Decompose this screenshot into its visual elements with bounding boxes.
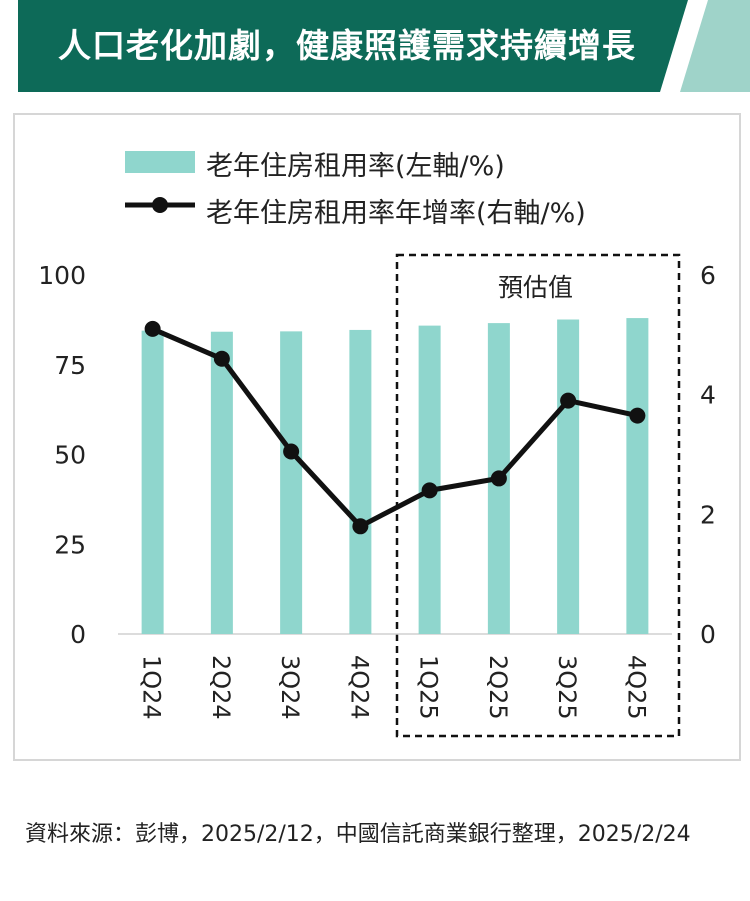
right-tick-label: 2 <box>700 500 716 529</box>
line-series <box>150 326 640 529</box>
legend-bar-swatch <box>125 151 195 173</box>
x-tick-label-3Q25: 3Q25 <box>553 655 581 720</box>
line-point-4Q24 <box>352 518 369 535</box>
source-note: 資料來源：彭博，2025/2/12，中國信託商業銀行整理，2025/2/24 <box>25 822 691 847</box>
chart-frame <box>13 113 741 761</box>
legend-bar-label: 老年住房租用率(左軸/%) <box>206 151 505 182</box>
right-tick-label: 0 <box>700 620 716 649</box>
left-tick-label: 25 <box>54 530 86 559</box>
x-tick-label-3Q24: 3Q24 <box>276 655 304 720</box>
legend-line-label: 老年住房租用率年增率(右軸/%) <box>206 198 586 229</box>
line-point-4Q25 <box>629 407 646 424</box>
line-point-3Q24 <box>283 443 300 460</box>
bar-3Q25 <box>557 319 580 634</box>
bar-4Q25 <box>626 318 649 634</box>
line-point-3Q25 <box>560 392 577 409</box>
left-tick-label: 100 <box>38 261 86 290</box>
x-tick-label-1Q24: 1Q24 <box>138 655 166 720</box>
bar-1Q24 <box>141 330 164 634</box>
bar-4Q24 <box>349 329 372 634</box>
legend-line-marker <box>152 197 168 213</box>
left-tick-label: 75 <box>54 351 86 380</box>
x-tick-label-4Q24: 4Q24 <box>345 655 373 720</box>
title-banner: 人口老化加劇，健康照護需求持續增長 <box>18 0 750 92</box>
x-tick-label-4Q25: 4Q25 <box>622 655 650 720</box>
banner-accent-stripe <box>660 0 750 92</box>
bar-2Q24 <box>210 331 233 634</box>
x-tick-label-1Q25: 1Q25 <box>415 655 443 720</box>
line-point-2Q24 <box>213 350 230 367</box>
left-tick-label: 0 <box>70 620 86 649</box>
line-point-1Q25 <box>421 482 438 499</box>
left-tick-label: 50 <box>54 441 86 470</box>
x-tick-label-2Q24: 2Q24 <box>207 655 235 720</box>
right-tick-label: 4 <box>700 381 716 410</box>
x-tick-label-2Q25: 2Q25 <box>484 655 512 720</box>
page-title: 人口老化加劇，健康照護需求持續增長 <box>58 26 636 65</box>
right-tick-label: 6 <box>700 261 716 290</box>
line-point-1Q24 <box>144 320 161 337</box>
bar-1Q25 <box>418 325 441 634</box>
bar-3Q24 <box>280 331 303 634</box>
forecast-label: 預估值 <box>498 273 574 302</box>
forecast-box <box>395 253 681 738</box>
line-point-2Q25 <box>490 470 507 487</box>
